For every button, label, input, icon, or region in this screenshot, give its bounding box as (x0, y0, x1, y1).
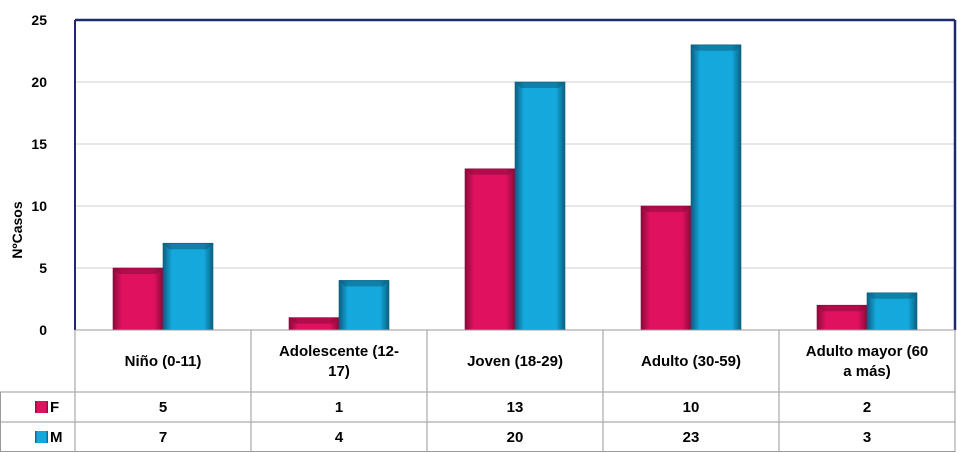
bars (112, 44, 918, 331)
bar-bevel (465, 168, 515, 175)
bar-f-nino-0-11 (112, 267, 164, 331)
bar-f-adulto-30-59 (640, 205, 692, 331)
x-tick-label-adolescente-12-17: 17) (328, 363, 350, 380)
legend-key-m (35, 431, 48, 443)
bar-f-joven-18-29 (464, 168, 516, 331)
x-tick-label-nino-0-11: Niño (0-11) (125, 353, 202, 370)
data-label-m-adulto-30-59: 23 (683, 429, 700, 446)
bar-bevel (339, 280, 389, 287)
bar-m-adolescente-12-17 (338, 280, 390, 331)
data-table: Niño (0-11) Adolescente (12- 17) Joven (18-… (0, 329, 956, 452)
data-label-f-adolescente-12-17: 1 (335, 399, 343, 416)
x-tick-label-adulto-mayor-60-a-mas: Adulto mayor (60 (806, 343, 929, 360)
x-tick-label-adolescente-12-17: Adolescente (12- (279, 343, 399, 360)
bar-m-adulto-30-59 (690, 44, 742, 331)
bar-m-adulto-mayor-60-a-mas (866, 292, 918, 331)
y-tick-label: 10 (31, 198, 47, 214)
x-tick-label-adulto-30-59: Adulto (30-59) (641, 353, 741, 370)
bar-bevel (289, 317, 339, 324)
bar-bevel (691, 44, 741, 51)
y-tick-label: 20 (31, 74, 47, 90)
legend-key-f (35, 401, 48, 413)
y-axis-label: NºCasos (9, 201, 25, 258)
axes (74, 18, 957, 330)
y-tick-label: 0 (39, 322, 47, 338)
data-label-f-adulto-mayor-60-a-mas: 2 (863, 399, 871, 416)
bar-bevel (867, 292, 917, 299)
data-label-m-nino-0-11: 7 (159, 429, 167, 446)
data-label-f-adulto-30-59: 10 (683, 399, 700, 416)
data-label-f-joven-18-29: 13 (507, 399, 524, 416)
y-tick-label: 15 (31, 136, 47, 152)
bar-m-joven-18-29 (514, 81, 566, 331)
bar-bevel (817, 305, 867, 312)
bar-bevel (163, 243, 213, 250)
data-label-m-adolescente-12-17: 4 (335, 429, 344, 446)
y-tick-label: 5 (39, 260, 47, 276)
x-tick-label-adulto-mayor-60-a-mas: a más) (843, 363, 891, 380)
legend-label-m: M (50, 429, 63, 446)
bar-bevel (641, 206, 691, 212)
bar-bevel (515, 82, 565, 88)
legend-label-f: F (50, 399, 59, 416)
y-tick-label: 25 (31, 12, 47, 28)
data-label-f-nino-0-11: 5 (159, 399, 167, 416)
data-label-m-joven-18-29: 20 (507, 429, 524, 446)
y-tick-labels: 0 5 10 15 20 25 (31, 12, 47, 338)
data-label-m-adulto-mayor-60-a-mas: 3 (863, 429, 871, 446)
x-tick-label-joven-18-29: Joven (18-29) (467, 353, 563, 370)
bar-m-nino-0-11 (162, 242, 214, 331)
bar-bevel (113, 268, 163, 274)
